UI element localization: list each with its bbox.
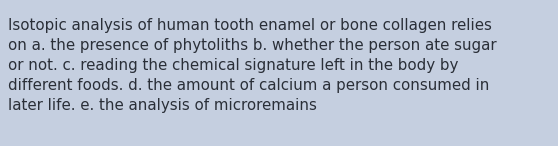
Text: Isotopic analysis of human tooth enamel or bone collagen relies
on a. the presen: Isotopic analysis of human tooth enamel … bbox=[8, 18, 497, 113]
